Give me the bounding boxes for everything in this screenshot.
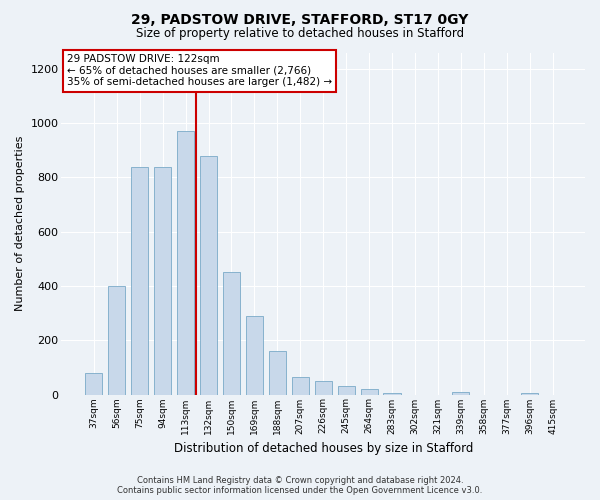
Bar <box>154 166 171 394</box>
Text: 29 PADSTOW DRIVE: 122sqm
← 65% of detached houses are smaller (2,766)
35% of sem: 29 PADSTOW DRIVE: 122sqm ← 65% of detach… <box>67 54 332 88</box>
Text: Contains HM Land Registry data © Crown copyright and database right 2024.
Contai: Contains HM Land Registry data © Crown c… <box>118 476 482 495</box>
Bar <box>292 377 309 394</box>
Text: 29, PADSTOW DRIVE, STAFFORD, ST17 0GY: 29, PADSTOW DRIVE, STAFFORD, ST17 0GY <box>131 12 469 26</box>
Text: Size of property relative to detached houses in Stafford: Size of property relative to detached ho… <box>136 28 464 40</box>
Bar <box>338 386 355 394</box>
Bar <box>108 286 125 395</box>
Bar <box>452 392 469 394</box>
Y-axis label: Number of detached properties: Number of detached properties <box>15 136 25 311</box>
Bar <box>223 272 240 394</box>
Bar <box>177 131 194 394</box>
Bar <box>131 166 148 394</box>
Bar <box>314 381 332 394</box>
Bar <box>85 373 103 394</box>
Bar <box>361 389 378 394</box>
Bar <box>246 316 263 394</box>
X-axis label: Distribution of detached houses by size in Stafford: Distribution of detached houses by size … <box>173 442 473 455</box>
Bar <box>521 393 538 394</box>
Bar <box>269 351 286 395</box>
Bar <box>383 393 401 394</box>
Bar <box>200 156 217 394</box>
